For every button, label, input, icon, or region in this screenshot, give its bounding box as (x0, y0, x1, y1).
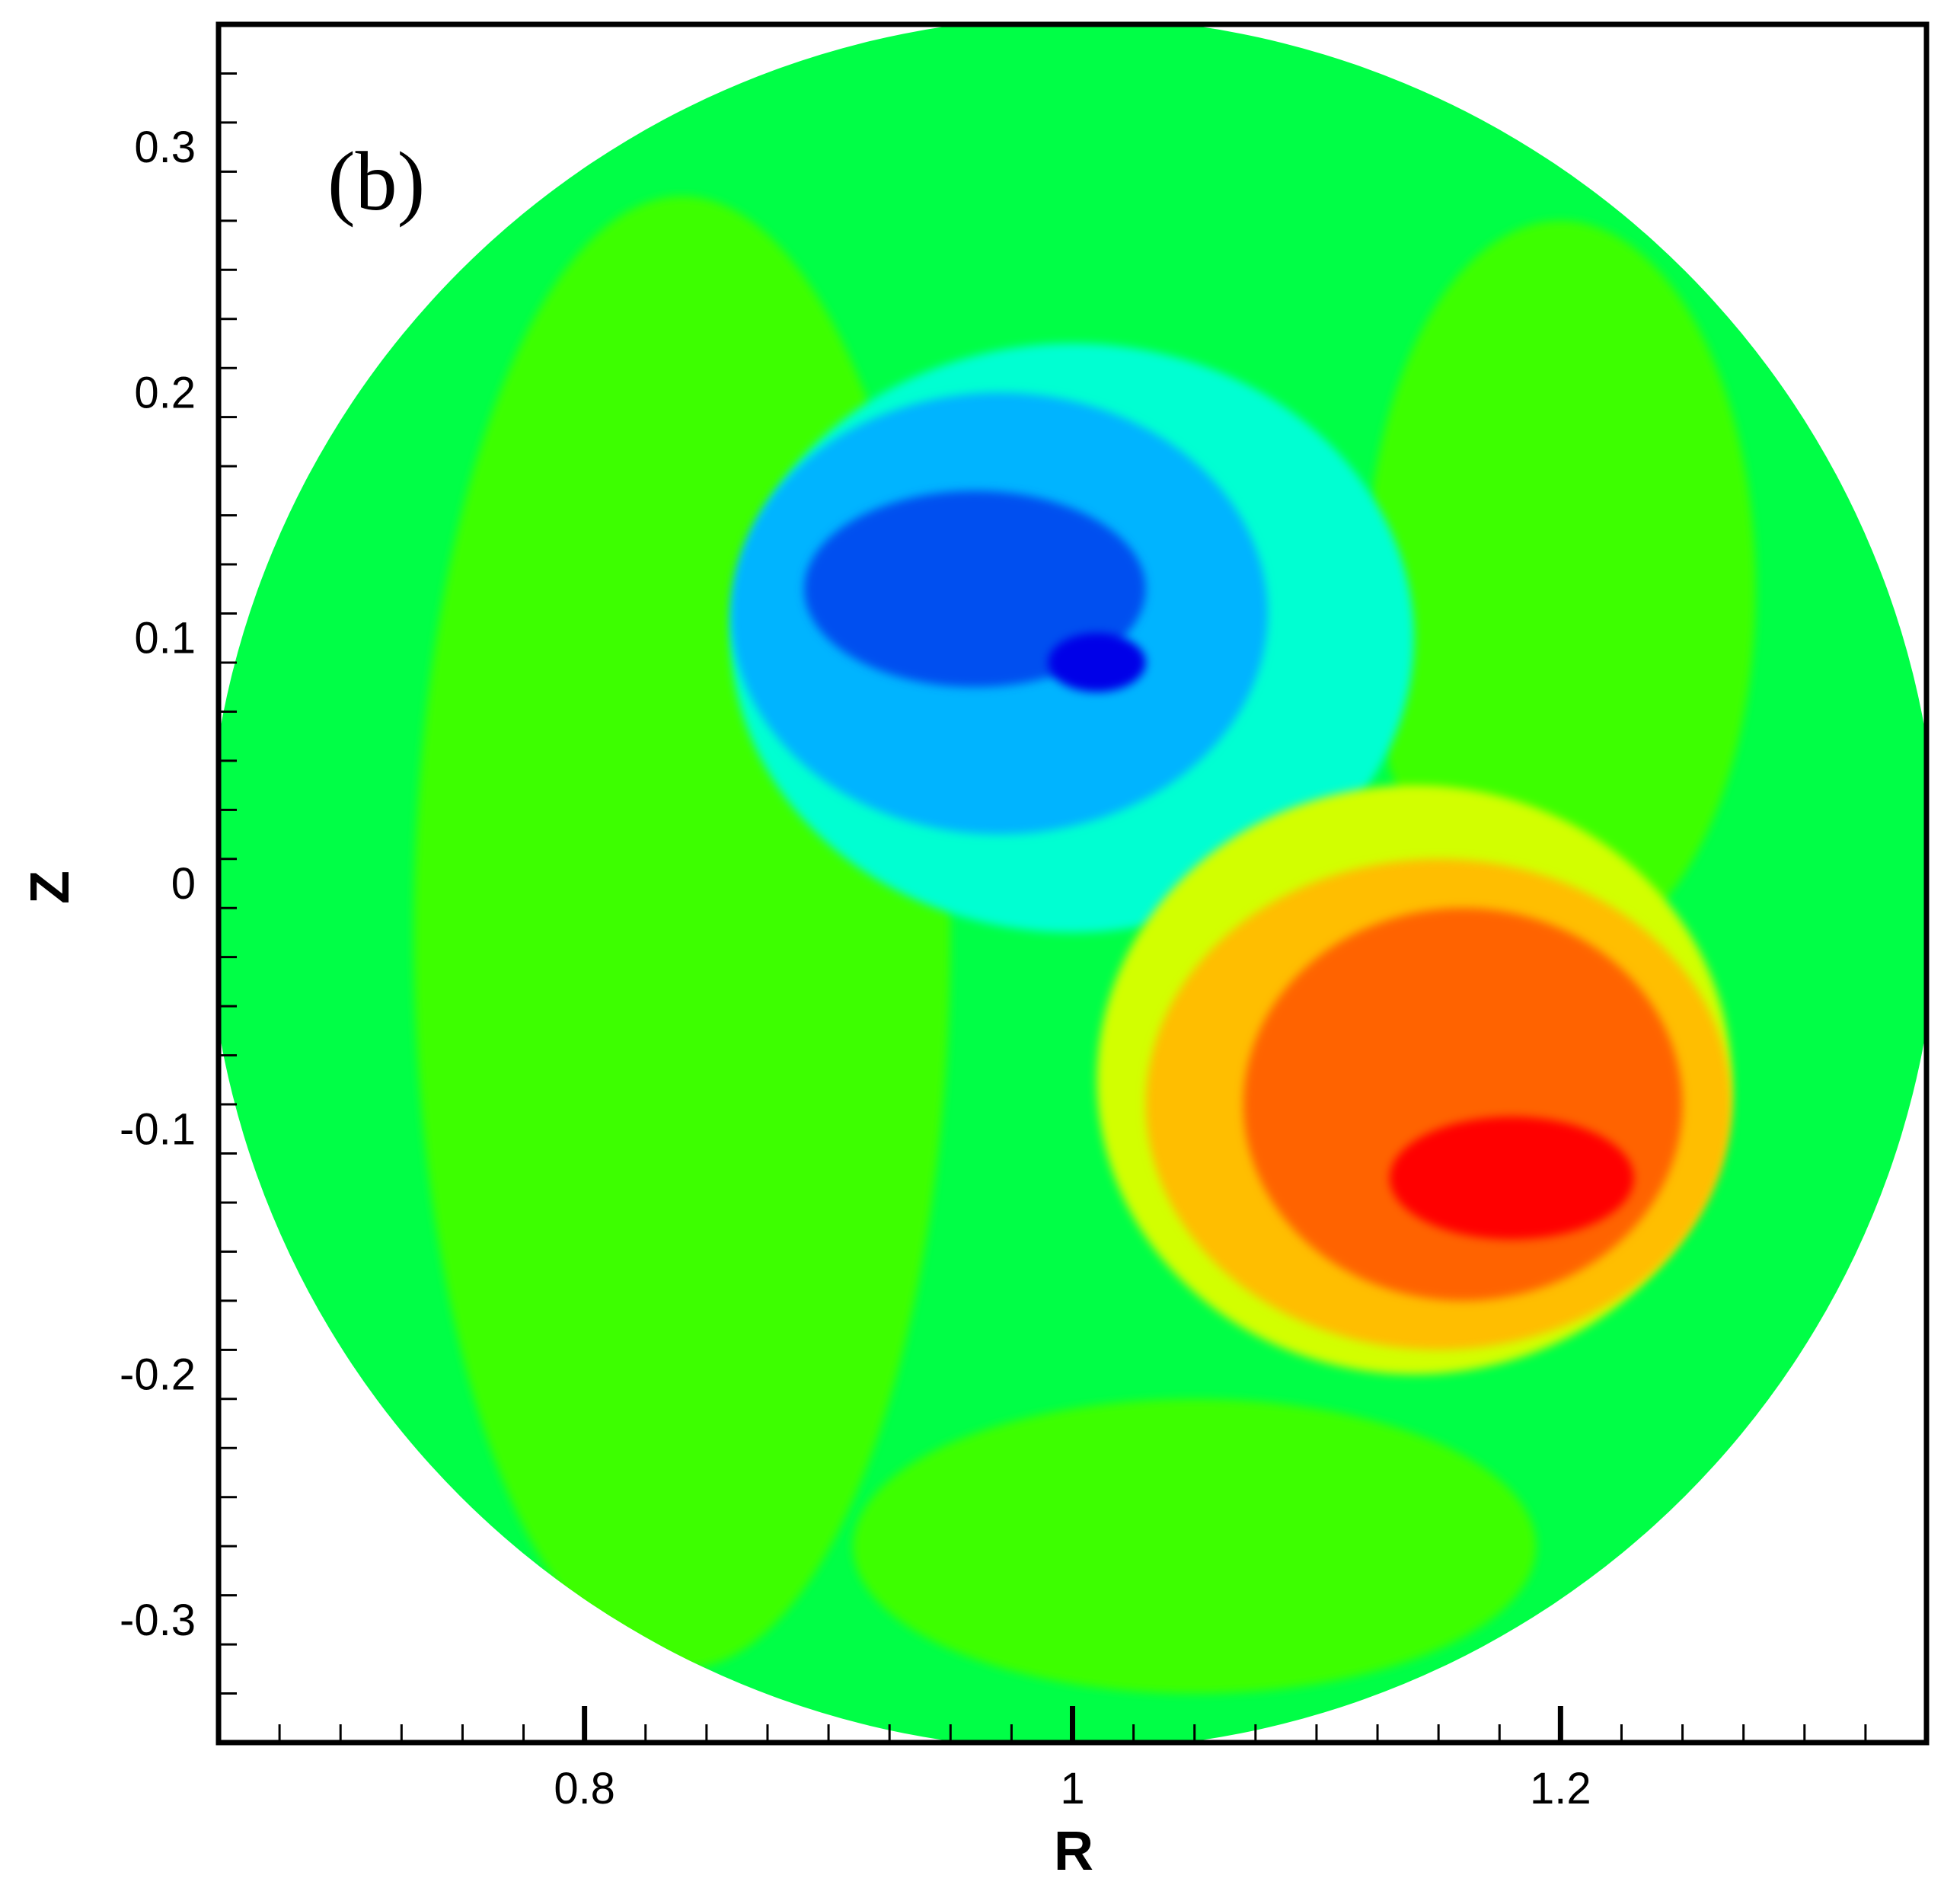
y-tick-label: 0.1 (134, 614, 196, 663)
panel-label: (b) (327, 135, 425, 228)
y-axis-title: Z (20, 871, 81, 904)
x-axis-title: R (1054, 1821, 1093, 1882)
y-tick-label: 0.3 (134, 123, 196, 172)
x-tick-label: 0.8 (554, 1764, 615, 1813)
contour-region-core-positive-strong (1243, 908, 1683, 1301)
y-tick-label: 0 (171, 859, 196, 909)
y-tick-label: -0.3 (120, 1596, 196, 1645)
y-tick-label: -0.1 (120, 1104, 196, 1154)
x-axis-ticks: 0.8 1 1.2 (278, 1706, 1867, 1813)
y-tick-label: 0.2 (134, 368, 196, 417)
y-tick-label: -0.2 (120, 1350, 196, 1400)
y-axis-ticks: 0.3 0.2 0.1 0 -0.1 -0.2 -0.3 (120, 72, 237, 1695)
contour-region-core-negative-min (1048, 633, 1146, 692)
x-tick-label: 1 (1060, 1764, 1084, 1813)
x-tick-label: 1.2 (1530, 1764, 1591, 1813)
contour-region-core-positive-max (1390, 1117, 1634, 1240)
contour-field (219, 24, 1926, 1743)
contour-region-yellow-green-arm-right (1365, 220, 1756, 957)
contour-region-yellow-green-arm-bottom (853, 1398, 1537, 1694)
contour-region-core-negative-strong (804, 490, 1146, 688)
